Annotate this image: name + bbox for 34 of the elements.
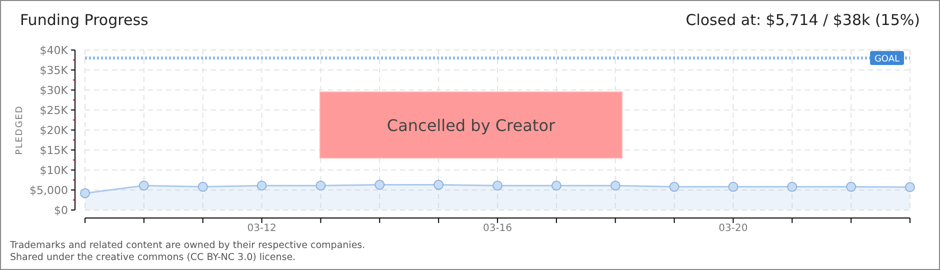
- y-tick-label: $25K: [40, 104, 69, 117]
- y-axis-title: PLEDGED: [15, 105, 25, 155]
- point: [138, 180, 149, 191]
- point: [256, 180, 267, 191]
- x-tick-label: 03-12: [247, 223, 276, 234]
- chart-subtitle: Closed at: $5,714 / $38k (15%): [686, 11, 920, 29]
- point: [846, 182, 856, 192]
- point: [80, 188, 90, 198]
- point: [492, 180, 502, 191]
- text: Trademarks and related content are owned by their respective companies.: [9, 240, 366, 251]
- y-tick-label: $15K: [40, 144, 69, 157]
- point: [669, 182, 680, 192]
- point: [316, 180, 326, 191]
- y-tick-label: $30K: [40, 84, 69, 97]
- point: [434, 180, 444, 190]
- point: [905, 182, 915, 192]
- point: [374, 180, 385, 190]
- point: [728, 182, 738, 192]
- chart-title: Funding Progress: [20, 11, 149, 29]
- x-tick-label: 03-16: [482, 223, 512, 234]
- y-tick-label: $5,000: [30, 184, 68, 197]
- y-tick-label: $35K: [40, 64, 69, 77]
- point: [551, 180, 562, 191]
- point: [787, 182, 798, 192]
- x-tick-label: 03-20: [718, 223, 748, 234]
- text: Shared under the creative commons (CC BY-NC 3.0) license.: [10, 252, 296, 263]
- y-tick-label: $40K: [40, 44, 69, 57]
- point: [198, 182, 208, 192]
- y-tick-label: $20K: [40, 124, 69, 137]
- y-tick-label: $10K: [40, 164, 69, 177]
- annotation: Cancelled by Creator: [386, 116, 556, 135]
- point: [610, 180, 620, 191]
- y-tick-label: $0: [54, 204, 68, 217]
- ref-line-label: GOAL: [874, 54, 900, 64]
